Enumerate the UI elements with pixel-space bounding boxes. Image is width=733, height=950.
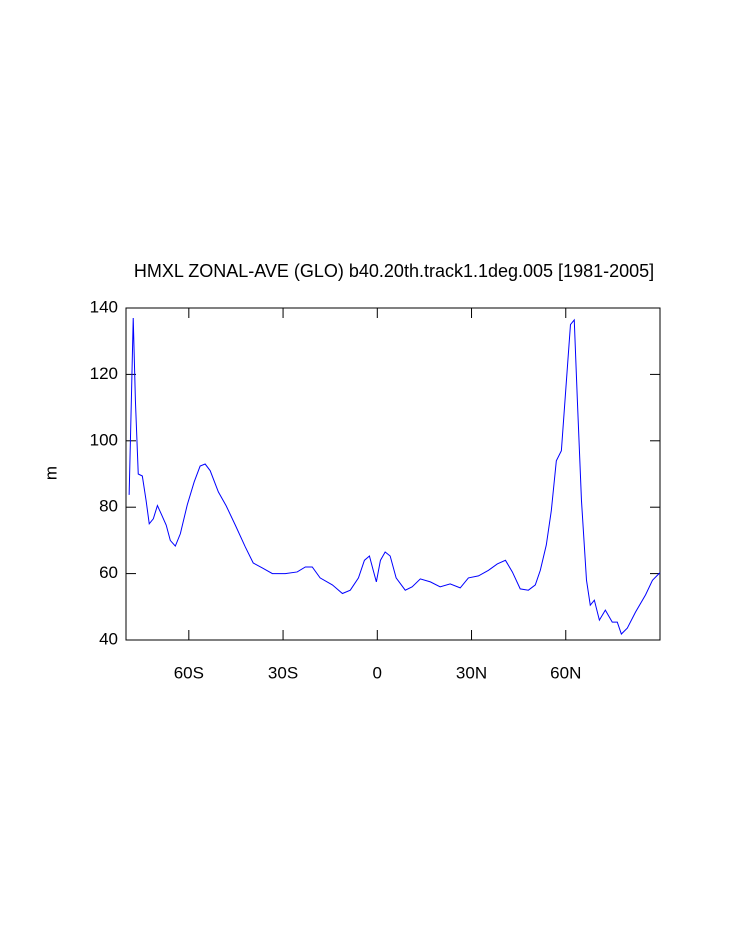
y-tick-label: 80 — [99, 497, 118, 516]
y-tick-label: 120 — [90, 364, 118, 383]
data-line — [128, 317, 661, 635]
y-tick-label: 100 — [90, 430, 118, 449]
x-tick-label: 30N — [456, 663, 487, 682]
x-tick-label: 0 — [373, 663, 382, 682]
y-tick-label: 40 — [99, 629, 118, 648]
y-axis-label: m — [41, 466, 60, 480]
x-tick-label: 30S — [268, 663, 298, 682]
y-tick-label: 140 — [90, 297, 118, 316]
x-tick-label: 60S — [174, 663, 204, 682]
x-tick-label: 60N — [550, 663, 581, 682]
plot-frame — [125, 307, 661, 641]
y-tick-label: 60 — [99, 563, 118, 582]
chart-title: HMXL ZONAL-AVE (GLO) b40.20th.track1.1de… — [134, 261, 654, 281]
